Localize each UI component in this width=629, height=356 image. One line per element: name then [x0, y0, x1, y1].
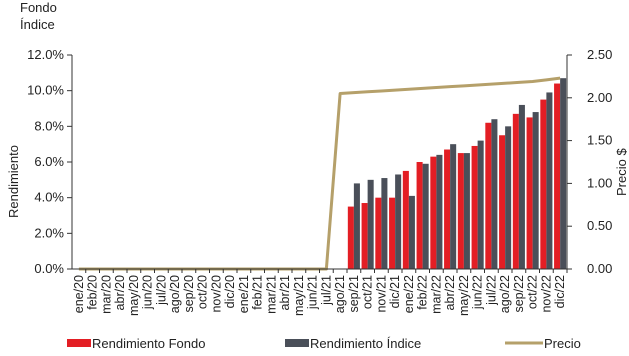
x-tick-label: dic/20 — [223, 275, 237, 308]
x-tick-label: jul/21 — [319, 275, 333, 306]
x-tick-label: jun/22 — [471, 275, 485, 310]
bar-rendimiento-indice — [560, 78, 567, 269]
x-tick-label: ago/22 — [498, 275, 512, 313]
x-tick-label: ene/20 — [72, 275, 86, 313]
legend-label: Rendimiento Índice — [310, 336, 421, 351]
x-tick-label: feb/21 — [251, 275, 265, 310]
x-tick-label: oct/21 — [361, 275, 375, 309]
bar-rendimiento-fondo — [444, 149, 451, 269]
x-tick-label: oct/22 — [526, 275, 540, 309]
x-tick-label: nov/21 — [374, 275, 388, 313]
x-tick-label: may/20 — [127, 275, 141, 316]
bar-rendimiento-indice — [463, 153, 470, 269]
y-left-tick-label: 2.0% — [34, 225, 64, 240]
x-tick-label: jul/22 — [484, 275, 498, 306]
y-axis-label-left: Rendimiento — [6, 145, 21, 218]
x-tick-label: ene/22 — [402, 275, 416, 313]
bar-rendimiento-fondo — [512, 113, 519, 269]
bar-rendimiento-fondo — [430, 156, 437, 269]
bar-rendimiento-indice — [450, 144, 457, 269]
x-tick-label: sep/20 — [182, 275, 196, 313]
x-tick-label: ago/21 — [333, 275, 347, 313]
bar-rendimiento-indice — [422, 163, 429, 269]
bar-rendimiento-fondo — [361, 203, 368, 269]
x-tick-label: dic/22 — [553, 275, 567, 308]
y-left-tick-label: 8.0% — [34, 118, 64, 133]
x-tick-label: feb/20 — [86, 275, 100, 310]
legend: Rendimiento Fondo Rendimiento Índice Preci… — [67, 336, 581, 351]
x-tick-label: may/21 — [292, 275, 306, 316]
x-tick-label: mar/21 — [264, 275, 278, 314]
bar-rendimiento-fondo — [375, 197, 382, 269]
bar-rendimiento-indice — [367, 179, 374, 269]
labels-layer: Fondo Índice Rendimiento Precio $ — [6, 0, 629, 218]
bar-rendimiento-indice — [491, 119, 498, 269]
bar-rendimiento-fondo — [554, 83, 561, 270]
bar-rendimiento-fondo — [416, 162, 423, 269]
bar-rendimiento-indice — [546, 92, 553, 269]
bar-rendimiento-fondo — [471, 145, 478, 269]
top-left-label-line1: Fondo — [20, 0, 57, 15]
y-right-tick-label: 1.00 — [587, 175, 612, 190]
bar-rendimiento-indice — [436, 154, 443, 269]
y-axis-label-right: Precio $ — [614, 148, 629, 196]
bar-rendimiento-indice — [532, 112, 539, 269]
bar-rendimiento-fondo — [499, 135, 506, 269]
y-left-tick-label: 12.0% — [27, 47, 64, 62]
x-tick-label: abr/22 — [443, 275, 457, 310]
y-left-tick-label: 0.0% — [34, 261, 64, 276]
x-tick-label: oct/20 — [196, 275, 210, 309]
x-tick-label: dic/21 — [388, 275, 402, 308]
x-tick-label: nov/22 — [539, 275, 553, 313]
y-right-tick-label: 0.50 — [587, 218, 612, 233]
x-tick-label: feb/22 — [416, 275, 430, 310]
bar-rendimiento-indice — [477, 140, 484, 269]
bar-rendimiento-fondo — [526, 117, 533, 270]
axes-layer: 0.0% 2.0% 4.0% 6.0% 8.0% 10.0% 12.0% 0.00 0.50 1.… — [27, 47, 612, 316]
bar-rendimiento-indice — [408, 195, 415, 269]
x-tick-label: jun/20 — [141, 275, 155, 310]
y-left-tick-label: 10.0% — [27, 83, 64, 98]
top-left-label-line2: Índice — [20, 17, 55, 32]
y-right-tick-label: 2.00 — [587, 90, 612, 105]
x-tick-label: ago/20 — [168, 275, 182, 313]
bar-rendimiento-fondo — [402, 170, 409, 269]
bar-rendimiento-fondo — [389, 197, 396, 269]
bar-rendimiento-fondo — [457, 153, 464, 269]
y-left-tick-label: 6.0% — [34, 154, 64, 169]
bar-rendimiento-indice — [505, 126, 512, 269]
x-tick-label: nov/20 — [209, 275, 223, 313]
x-tick-label: sep/22 — [512, 275, 526, 313]
y-right-tick-label: 1.50 — [587, 133, 612, 148]
x-tick-label: abr/20 — [113, 275, 127, 310]
bar-rendimiento-indice — [518, 104, 525, 269]
bar-rendimiento-indice — [353, 183, 360, 269]
bar-rendimiento-fondo — [347, 206, 354, 269]
y-right-tick-label: 2.50 — [587, 47, 612, 62]
legend-label: Rendimiento Fondo — [92, 336, 205, 351]
x-tick-label: mar/22 — [429, 275, 443, 314]
x-tick-label: sep/21 — [347, 275, 361, 313]
x-tick-label: abr/21 — [278, 275, 292, 310]
bar-rendimiento-fondo — [485, 122, 492, 270]
y-left-tick-label: 4.0% — [34, 190, 64, 205]
x-tick-label: may/22 — [457, 275, 471, 316]
legend-swatch — [67, 339, 91, 347]
x-tick-label: ene/21 — [237, 275, 251, 313]
x-tick-label: jun/21 — [306, 275, 320, 310]
x-tick-label: jul/20 — [154, 275, 168, 306]
y-right-tick-label: 0.00 — [587, 261, 612, 276]
bars-layer — [347, 78, 567, 270]
bar-rendimiento-indice — [395, 174, 402, 269]
legend-swatch — [285, 339, 309, 347]
bar-rendimiento-fondo — [540, 99, 547, 269]
x-tick-label: mar/20 — [99, 275, 113, 314]
bar-rendimiento-indice — [381, 178, 388, 269]
legend-label: Precio — [544, 336, 581, 351]
